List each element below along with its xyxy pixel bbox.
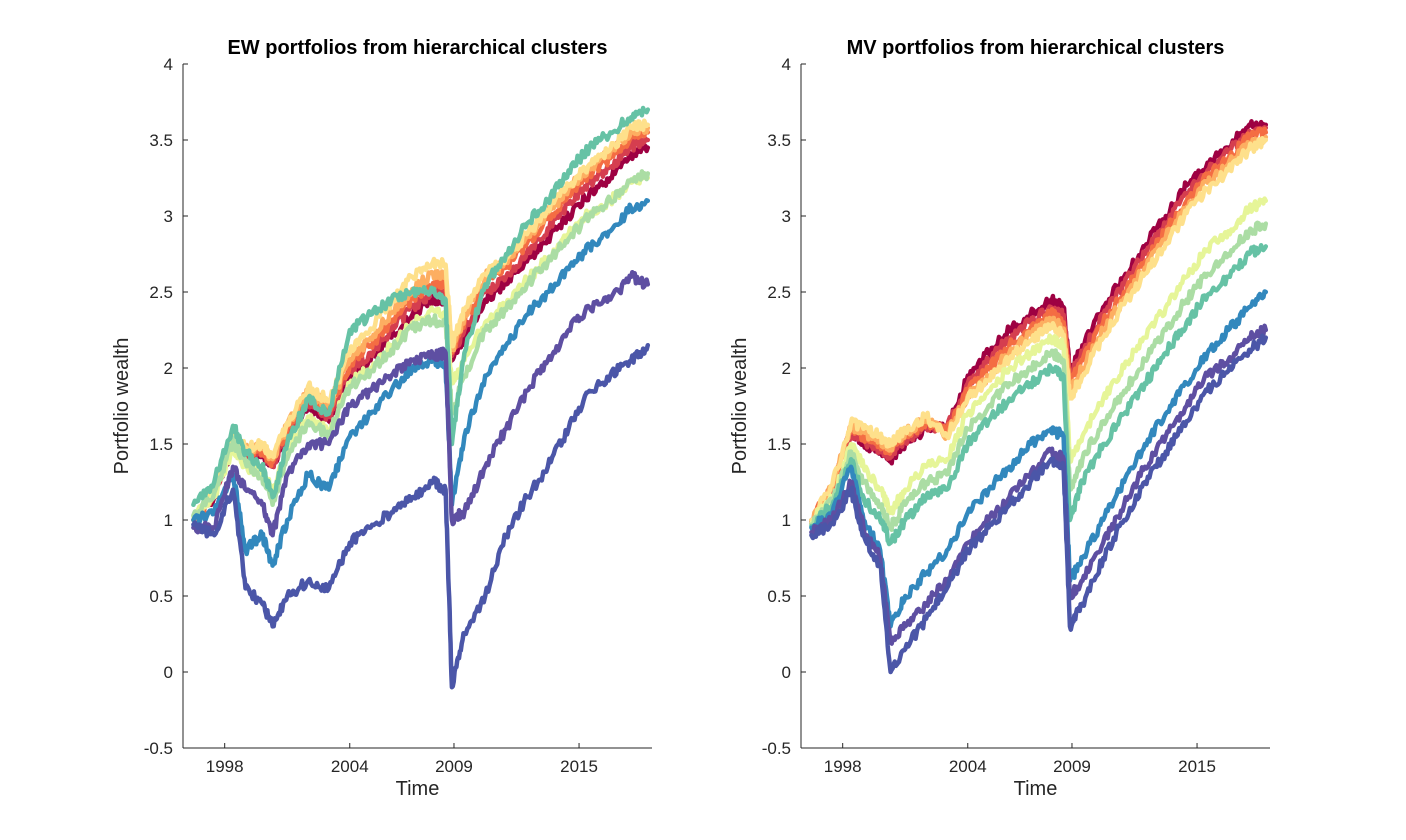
- chart-title: EW portfolios from hierarchical clusters: [227, 37, 607, 59]
- y-tick-label: 1.5: [149, 435, 173, 454]
- y-tick-label: 2: [782, 359, 791, 378]
- y-tick-label: 4: [782, 55, 791, 74]
- series-line-7: [191, 105, 651, 508]
- y-tick-label: 0.5: [149, 587, 173, 606]
- x-tick-label: 1998: [824, 757, 862, 776]
- x-tick-label: 2015: [560, 757, 598, 776]
- series-line-6: [809, 220, 1269, 533]
- series-line-5: [809, 196, 1269, 528]
- x-tick-label: 2015: [1178, 757, 1216, 776]
- series-line-1: [809, 125, 1269, 527]
- y-tick-label: -0.5: [762, 739, 791, 758]
- y-tick-label: 2.5: [767, 283, 791, 302]
- x-tick-label: 1998: [206, 757, 244, 776]
- y-tick-label: 0: [782, 663, 791, 682]
- series-line-6: [191, 169, 651, 519]
- y-tick-label: 2: [164, 359, 173, 378]
- y-tick-label: -0.5: [144, 739, 173, 758]
- series-line-9: [191, 269, 651, 538]
- series-group: [191, 105, 651, 690]
- x-axis-label: Time: [1014, 778, 1058, 800]
- series-line-4: [809, 135, 1269, 525]
- panel-ew: -0.5 0 0.5 1 1.5 2 2.5 3 3.5 4 1998 2004 2009 2015 EW …: [111, 37, 652, 800]
- series-group: [809, 119, 1269, 675]
- chart-title: MV portfolios from hierarchical clusters: [847, 37, 1225, 59]
- series-line-10: [809, 333, 1269, 675]
- y-tick-label: 2.5: [149, 283, 173, 302]
- y-axis-label: Portfolio wealth: [729, 338, 751, 475]
- series-line-4: [191, 118, 651, 523]
- x-tick-label: 2004: [331, 757, 369, 776]
- series-line-10: [191, 342, 651, 690]
- y-tick-label: 1: [782, 511, 791, 530]
- series-line-7: [809, 243, 1269, 547]
- panel-mv: -0.5 0 0.5 1 1.5 2 2.5 3 3.5 4 1998 2004 2009 2015 MV …: [729, 37, 1270, 800]
- y-tick-label: 0.5: [767, 587, 791, 606]
- y-tick-label: 1: [164, 511, 173, 530]
- x-tick-label: 2009: [435, 757, 473, 776]
- x-axis-label: Time: [396, 778, 440, 800]
- x-tick-label: 2009: [1053, 757, 1091, 776]
- y-tick-label: 3: [164, 207, 173, 226]
- y-tick-label: 4: [164, 55, 173, 74]
- y-axis-label: Portfolio wealth: [111, 338, 133, 475]
- x-tick-label: 2004: [949, 757, 987, 776]
- y-tick-label: 3.5: [767, 131, 791, 150]
- series-line-8: [191, 197, 651, 568]
- y-tick-label: 1.5: [767, 435, 791, 454]
- y-tick-label: 3.5: [149, 131, 173, 150]
- y-tick-label: 3: [782, 207, 791, 226]
- y-tick-label: 0: [164, 663, 173, 682]
